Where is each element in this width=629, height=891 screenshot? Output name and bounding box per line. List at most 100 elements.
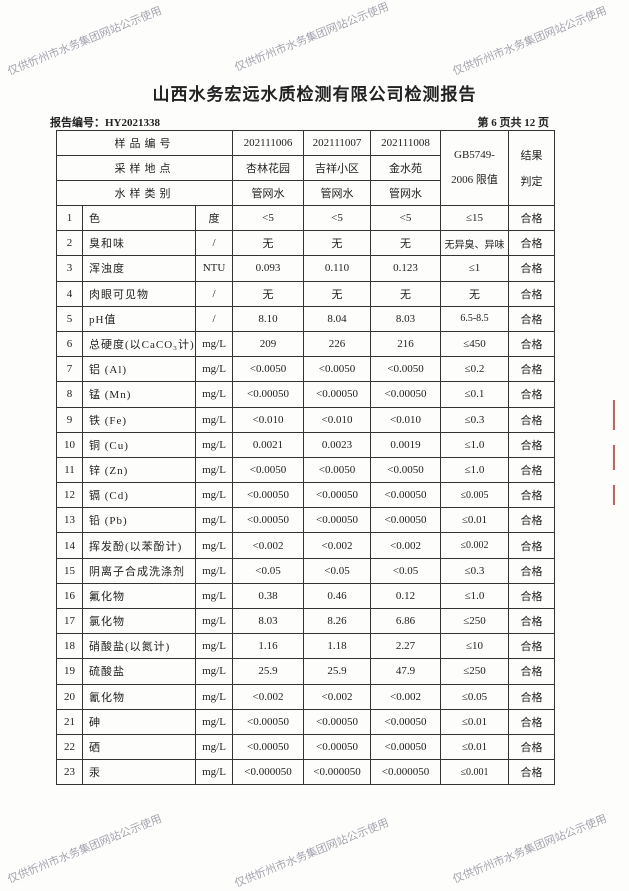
row-number: 5 bbox=[56, 305, 83, 332]
value: <0.002 bbox=[232, 532, 305, 559]
result: 合格 bbox=[508, 633, 556, 660]
red-ink-mark bbox=[613, 445, 615, 470]
value: <0.000050 bbox=[303, 759, 372, 786]
item-name: 色 bbox=[82, 204, 196, 232]
limit: ≤1 bbox=[440, 255, 510, 282]
value: 25.9 bbox=[232, 658, 305, 685]
value: <0.000050 bbox=[232, 759, 305, 786]
unit: mg/L bbox=[194, 482, 234, 509]
item-name: 铅 (Pb) bbox=[82, 507, 196, 534]
limit: 无 bbox=[440, 280, 510, 307]
sample-no: 202111007 bbox=[303, 130, 372, 156]
table-row: 16 氟化物 mg/L 0.38 0.46 0.12 ≤1.0 合格 bbox=[56, 582, 556, 610]
row-number: 17 bbox=[56, 607, 83, 635]
table-row: 23 汞 mg/L <0.000050 <0.000050 <0.000050 ≤0.001… bbox=[56, 759, 556, 786]
limit: ≤0.01 bbox=[440, 507, 510, 534]
result: 合格 bbox=[508, 733, 556, 761]
result: 合格 bbox=[508, 582, 556, 610]
item-name: 砷 bbox=[82, 708, 196, 735]
unit: mg/L bbox=[194, 733, 234, 761]
row-number: 16 bbox=[56, 582, 83, 610]
row-number: 19 bbox=[56, 658, 83, 685]
value: 0.0019 bbox=[370, 431, 442, 458]
row-number: 11 bbox=[56, 456, 83, 484]
value: <0.00050 bbox=[303, 733, 372, 761]
row-number: 1 bbox=[56, 204, 83, 232]
row-number: 7 bbox=[56, 356, 83, 383]
results-table: 样品编号 202111006 202111007 202111008 GB574… bbox=[55, 130, 556, 786]
limit: ≤15 bbox=[440, 204, 510, 232]
value: 无 bbox=[303, 230, 372, 257]
item-name: 阴离子合成洗涤剂 bbox=[82, 557, 196, 584]
unit: mg/L bbox=[194, 507, 234, 534]
limit: ≤250 bbox=[440, 607, 510, 635]
unit: / bbox=[194, 280, 234, 307]
value: 8.03 bbox=[370, 305, 442, 332]
value: <0.002 bbox=[303, 683, 372, 710]
site-label: 采样地点 bbox=[55, 155, 234, 181]
value: <0.00050 bbox=[303, 381, 372, 408]
value: 无 bbox=[370, 280, 442, 307]
standard-label-1: GB5749- bbox=[454, 149, 495, 161]
row-number: 14 bbox=[56, 532, 83, 559]
table-row: 15 阴离子合成洗涤剂 mg/L <0.05 <0.05 <0.05 ≤0.3 合格 bbox=[56, 557, 556, 584]
table-row: 18 硝酸盐(以氮计) mg/L 1.16 1.18 2.27 ≤10 合格 bbox=[56, 633, 556, 660]
unit: mg/L bbox=[194, 381, 234, 408]
value: <0.002 bbox=[370, 683, 442, 710]
unit: mg/L bbox=[194, 607, 234, 635]
unit: mg/L bbox=[194, 406, 234, 433]
result: 合格 bbox=[508, 557, 556, 584]
unit: NTU bbox=[194, 255, 234, 282]
value: 209 bbox=[232, 330, 305, 358]
result: 合格 bbox=[508, 330, 556, 358]
row-number: 2 bbox=[56, 230, 83, 257]
value: <0.00050 bbox=[232, 507, 305, 534]
result: 合格 bbox=[508, 482, 556, 509]
unit: mg/L bbox=[194, 582, 234, 610]
value: <0.0050 bbox=[303, 456, 372, 484]
value: 0.0021 bbox=[232, 431, 305, 458]
value: 1.16 bbox=[232, 633, 305, 660]
result: 合格 bbox=[508, 431, 556, 458]
row-number: 3 bbox=[56, 255, 83, 282]
limit: ≤0.1 bbox=[440, 381, 510, 408]
value: <0.0050 bbox=[232, 356, 305, 383]
limit: 无异臭、异味 bbox=[440, 230, 510, 257]
limit: ≤0.2 bbox=[440, 356, 510, 383]
table-row: 21 砷 mg/L <0.00050 <0.00050 <0.00050 ≤0.01 合格 bbox=[56, 708, 556, 735]
value: <0.002 bbox=[232, 683, 305, 710]
value: 0.38 bbox=[232, 582, 305, 610]
table-row: 6 总硬度(以CaCO₃计) mg/L 209 226 216 ≤450 合格 bbox=[56, 330, 556, 358]
table-row: 4 肉眼可见物 / 无无无无合格 bbox=[56, 280, 556, 307]
limit: ≤1.0 bbox=[440, 431, 510, 458]
value: <0.00050 bbox=[232, 733, 305, 761]
value: <0.010 bbox=[303, 406, 372, 433]
value: <0.00050 bbox=[370, 733, 442, 761]
unit: mg/L bbox=[194, 356, 234, 383]
row-number: 9 bbox=[56, 406, 83, 433]
result-label-1: 结果 bbox=[520, 150, 543, 162]
standard-header: GB5749- 2006 限值 bbox=[440, 130, 510, 206]
table-row: 14 挥发酚(以苯酚计) mg/L <0.002 <0.002 <0.002 ≤0.002 合… bbox=[56, 532, 556, 559]
limit: ≤1.0 bbox=[440, 582, 510, 610]
row-number: 12 bbox=[56, 482, 83, 509]
value: <0.00050 bbox=[303, 507, 372, 534]
header-row-type: 水样类别 管网水 管网水 管网水 bbox=[55, 180, 555, 206]
limit: ≤0.01 bbox=[440, 708, 510, 735]
result: 合格 bbox=[508, 280, 556, 307]
unit: mg/L bbox=[194, 708, 234, 735]
value: 8.04 bbox=[303, 305, 372, 332]
value: 2.27 bbox=[370, 633, 442, 660]
row-number: 6 bbox=[56, 330, 83, 358]
result: 合格 bbox=[508, 658, 556, 685]
unit: / bbox=[194, 230, 234, 257]
value: 8.03 bbox=[232, 607, 305, 635]
value: 无 bbox=[370, 230, 442, 257]
table-row: 13 铅 (Pb) mg/L <0.00050 <0.00050 <0.00050 ≤0.0… bbox=[56, 507, 556, 534]
value: 无 bbox=[232, 230, 305, 257]
report-number: 报告编号：HY2021338 bbox=[50, 117, 160, 129]
item-name: 汞 bbox=[82, 759, 196, 786]
value: <5 bbox=[232, 204, 305, 232]
